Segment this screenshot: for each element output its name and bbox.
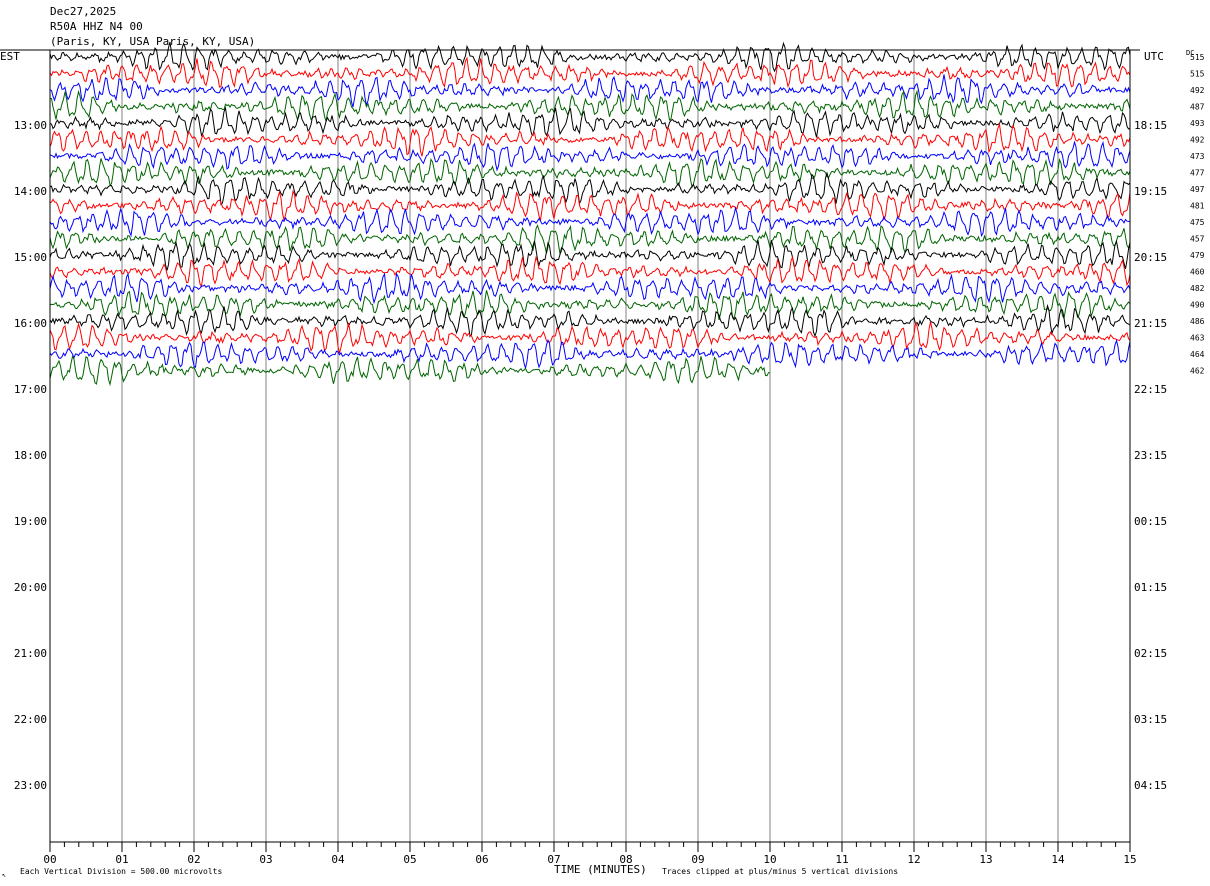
left-hour-label: 17:00 <box>14 383 47 396</box>
trace-line <box>49 303 1131 338</box>
right-hour-label: 01:15 <box>1134 581 1167 594</box>
trace-line <box>49 171 1131 206</box>
dc-offset-label: 460 <box>1190 268 1205 277</box>
x-tick-label-09: 09 <box>691 853 704 866</box>
chart-station: R50A HHZ N4 00 <box>50 20 143 33</box>
dc-offset-label: 497 <box>1190 185 1205 194</box>
dc-offset-label: 486 <box>1190 317 1205 326</box>
dc-offset-label: 492 <box>1190 86 1205 95</box>
dc-offset-label: 464 <box>1190 350 1205 359</box>
trace-line <box>49 157 1131 189</box>
dc-offset-label: 463 <box>1190 334 1205 343</box>
scale-note: Each Vertical Division = 500.00 microvol… <box>20 867 223 876</box>
chart-date: Dec27,2025 <box>50 5 117 18</box>
trace-line <box>49 290 1131 321</box>
x-tick-label-15: 15 <box>1123 853 1136 866</box>
x-tick-label-06: 06 <box>475 853 488 866</box>
dc-offset-label: 462 <box>1190 367 1205 376</box>
right-hour-label: 20:15 <box>1134 251 1167 264</box>
left-hour-label: 16:00 <box>14 317 47 330</box>
trace-line <box>49 140 1131 172</box>
trace-line <box>49 255 1131 288</box>
x-tick-label-02: 02 <box>187 853 200 866</box>
plot-frame <box>0 49 1140 843</box>
x-tick-label-11: 11 <box>835 853 848 866</box>
trace-line <box>49 74 1131 108</box>
dc-header-label: DC <box>1186 49 1195 57</box>
dc-offset-label: 457 <box>1190 235 1205 244</box>
dc-offset-label: 490 <box>1190 301 1205 310</box>
right-hour-labels: 18:15 19:15 20:15 21:15 22:15 23:15 00:15 01:15… <box>1134 119 1167 792</box>
x-tick-label-04: 04 <box>331 853 345 866</box>
right-hour-label: 23:15 <box>1134 449 1167 462</box>
right-timezone-label: UTC <box>1144 50 1164 63</box>
dc-offset-label: 481 <box>1190 202 1205 211</box>
x-tick-label-13: 13 <box>979 853 992 866</box>
trace-line <box>49 206 1131 238</box>
x-tick-label-12: 12 <box>907 853 920 866</box>
trace-line <box>49 224 1131 256</box>
x-axis-label: TIME (MINUTES) <box>554 863 647 876</box>
right-hour-label: 03:15 <box>1134 713 1167 726</box>
right-hour-label: 18:15 <box>1134 119 1167 132</box>
right-hour-label: 04:15 <box>1134 779 1167 792</box>
left-hour-label: 15:00 <box>14 251 47 264</box>
left-hour-label: 21:00 <box>14 647 47 660</box>
trace-line <box>49 56 1131 89</box>
left-hour-labels: 13:00 14:00 15:00 16:00 17:00 18:00 19:00 20:00… <box>14 119 47 792</box>
dc-offset-label: 487 <box>1190 103 1205 112</box>
dc-offset-label: 492 <box>1190 136 1205 145</box>
dc-offset-label: 515 <box>1190 53 1205 62</box>
dc-offset-label: 515 <box>1190 70 1205 79</box>
dc-offset-label: 477 <box>1190 169 1205 178</box>
right-hour-label: 22:15 <box>1134 383 1167 396</box>
clip-note: Traces clipped at plus/minus 5 vertical … <box>662 867 899 876</box>
trace-line <box>49 272 1131 305</box>
x-tick-label-03: 03 <box>259 853 272 866</box>
x-tick-label-05: 05 <box>403 853 416 866</box>
left-hour-label: 20:00 <box>14 581 47 594</box>
chart-location: (Paris, KY, USA Paris, KY, USA) <box>50 35 256 48</box>
right-hour-label: 00:15 <box>1134 515 1167 528</box>
right-hour-label: 19:15 <box>1134 185 1167 198</box>
left-hour-label: 18:00 <box>14 449 47 462</box>
x-tick-label-10: 10 <box>763 853 776 866</box>
dc-offset-label: 479 <box>1190 251 1205 260</box>
dc-offset-label: 482 <box>1190 284 1205 293</box>
trace-line <box>49 321 1131 354</box>
x-tick-label-00: 00 <box>43 853 56 866</box>
trace-line <box>49 189 1131 222</box>
x-tick-label-14: 14 <box>1051 853 1065 866</box>
trace-line <box>49 122 1131 157</box>
trace-line <box>49 338 1131 369</box>
x-tick-label-01: 01 <box>115 853 128 866</box>
grid-lines <box>121 50 1059 842</box>
x-axis-ticks <box>49 842 1131 852</box>
left-hour-label: 19:00 <box>14 515 47 528</box>
dc-offset-label: 473 <box>1190 152 1205 161</box>
x-tick-label-08: 08 <box>619 853 632 866</box>
trace-line <box>49 89 1131 122</box>
left-hour-label: 23:00 <box>14 779 47 792</box>
dc-offset-label: 475 <box>1190 218 1205 227</box>
trace-line <box>49 41 1131 73</box>
left-hour-label: 22:00 <box>14 713 47 726</box>
left-timezone-label: EST <box>0 50 20 63</box>
seismic-traces <box>49 41 1131 387</box>
dc-offset-label: 493 <box>1190 119 1205 128</box>
dc-offset-labels: 515 515 492 487 493 492 473 477 497 481 475 457 479 4… <box>1190 53 1205 376</box>
left-hour-label: 14:00 <box>14 185 47 198</box>
x-axis-tick-labels: 00 01 02 03 04 05 06 07 08 09 10 11 12 13 14 15 <box>43 853 1136 866</box>
right-hour-label: 21:15 <box>1134 317 1167 330</box>
corner-mark: ↖ <box>2 871 7 879</box>
trace-line <box>49 239 1131 271</box>
right-hour-label: 02:15 <box>1134 647 1167 660</box>
trace-line <box>49 355 770 387</box>
x-tick-label-07: 07 <box>547 853 560 866</box>
trace-line <box>49 106 1131 138</box>
left-hour-label: 13:00 <box>14 119 47 132</box>
